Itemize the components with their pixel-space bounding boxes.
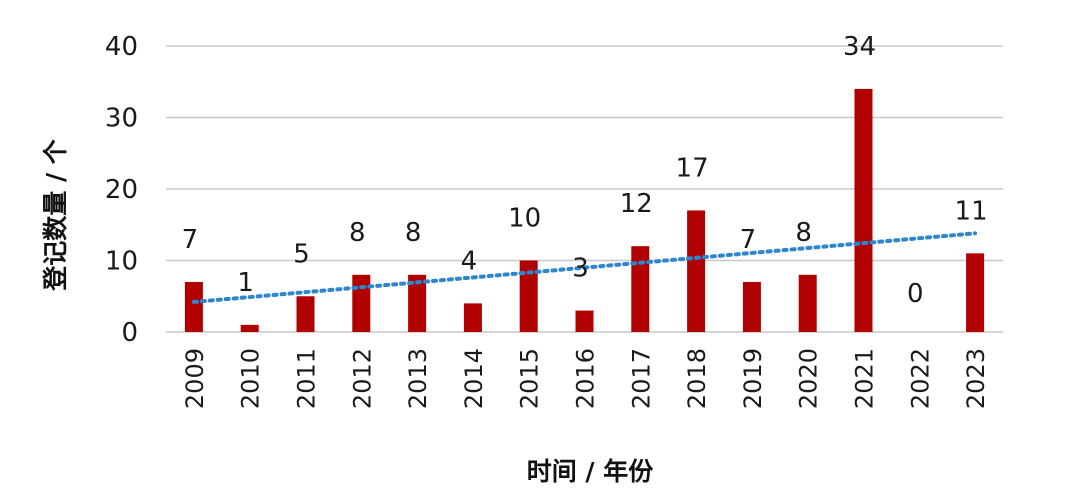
data-label-2015: 10 xyxy=(508,204,541,234)
x-tick-label-2011: 2011 xyxy=(293,348,321,409)
data-label-2022: 0 xyxy=(907,279,924,309)
x-tick-label-2018: 2018 xyxy=(683,348,711,409)
data-label-2014: 4 xyxy=(461,246,478,276)
y-tick-label: 0 xyxy=(121,318,138,348)
y-tick-label: 20 xyxy=(105,175,138,205)
bar-2014 xyxy=(463,303,482,332)
x-tick-label-2022: 2022 xyxy=(906,348,934,409)
y-axis-ticks: 0 10 20 30 40 xyxy=(105,32,138,348)
data-label-2009: 7 xyxy=(182,225,199,255)
data-label-2012: 8 xyxy=(349,218,366,248)
bar-2009 xyxy=(184,281,203,332)
data-label-2023: 11 xyxy=(955,196,988,226)
x-tick-label-2013: 2013 xyxy=(404,348,432,409)
bar-2021 xyxy=(854,88,873,333)
y-tick-label: 10 xyxy=(105,247,138,277)
x-tick-label-2016: 2016 xyxy=(572,348,600,409)
data-label-2018: 17 xyxy=(676,153,709,183)
bar-2018 xyxy=(687,210,706,332)
bar-2019 xyxy=(742,281,761,332)
bars xyxy=(184,88,985,333)
data-label-2017: 12 xyxy=(620,189,653,219)
data-label-2021: 34 xyxy=(843,32,876,62)
x-tick-label-2010: 2010 xyxy=(237,348,265,409)
x-tick-label-2009: 2009 xyxy=(181,348,209,409)
data-label-2013: 8 xyxy=(405,218,422,248)
x-axis-ticks: 2009 2010 2011 2012 2013 2014 2015 2016 2017 2018… xyxy=(181,348,990,409)
data-label-2011: 5 xyxy=(293,239,310,269)
x-tick-label-2014: 2014 xyxy=(460,348,488,409)
data-label-2010: 1 xyxy=(237,268,254,298)
bar-2013 xyxy=(408,274,427,332)
trendline xyxy=(191,231,978,304)
y-tick-label: 30 xyxy=(105,104,138,134)
y-axis-label: 登记数量 / 个 xyxy=(41,138,70,292)
x-tick-label-2021: 2021 xyxy=(851,348,879,409)
bar-2012 xyxy=(352,274,371,332)
data-label-2019: 7 xyxy=(740,225,757,255)
bar-2020 xyxy=(798,274,817,332)
x-tick-label-2015: 2015 xyxy=(516,348,544,409)
bar-2017 xyxy=(631,246,650,332)
x-tick-label-2012: 2012 xyxy=(348,348,376,409)
x-tick-label-2020: 2020 xyxy=(795,348,823,409)
x-axis-label: 时间 / 年份 xyxy=(527,457,654,486)
y-tick-label: 40 xyxy=(105,32,138,62)
bar-2015 xyxy=(519,260,538,332)
bar-2016 xyxy=(575,310,594,332)
bar-2010 xyxy=(240,324,259,332)
data-labels: 7 1 5 8 8 4 10 3 12 17 7 8 34 0 11 xyxy=(182,32,988,309)
data-label-2016: 3 xyxy=(572,254,589,284)
bar-2011 xyxy=(296,296,315,332)
x-tick-label-2019: 2019 xyxy=(739,348,767,409)
x-tick-label-2023: 2023 xyxy=(962,348,990,409)
x-tick-label-2017: 2017 xyxy=(627,348,655,409)
data-label-2020: 8 xyxy=(795,218,812,248)
trendline-line xyxy=(191,231,978,304)
bar-2023 xyxy=(966,253,985,332)
